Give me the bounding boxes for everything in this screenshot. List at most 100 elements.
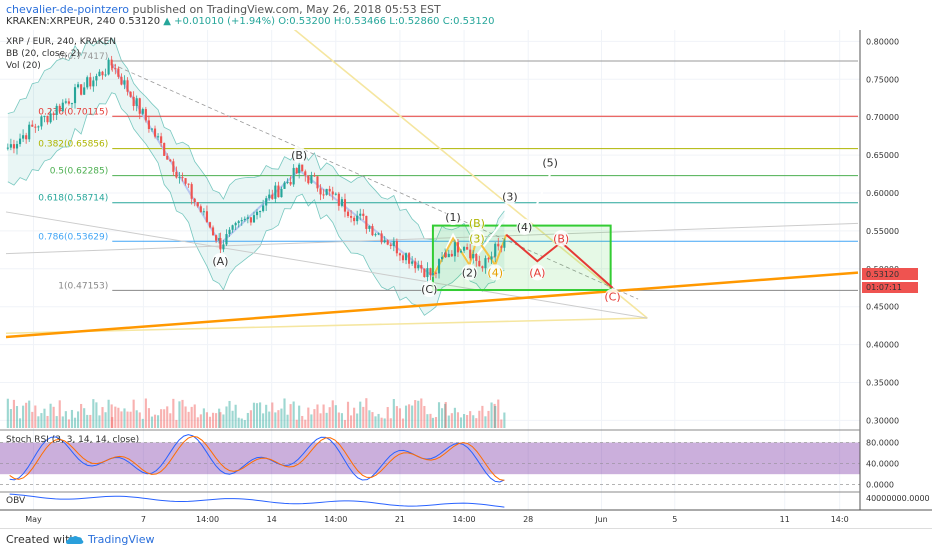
legend-obv: OBV <box>6 496 26 506</box>
wave-label: (C) <box>604 291 620 304</box>
candle-body <box>392 240 395 247</box>
candle-body <box>429 268 432 276</box>
candle-body <box>316 176 319 189</box>
time-tick-label: 14:0 <box>831 515 849 524</box>
volume-bar <box>208 416 212 428</box>
volume-bar <box>98 415 101 428</box>
candle-body <box>417 265 420 269</box>
candle-body <box>398 253 402 256</box>
volume-bar <box>240 418 243 428</box>
volume-bar <box>472 415 475 428</box>
volume-bar <box>193 404 196 428</box>
volume-bar <box>144 398 147 428</box>
candle-body <box>356 215 359 222</box>
candle-body <box>89 77 92 87</box>
wave-label-bg <box>529 264 546 281</box>
candle-body <box>469 249 472 259</box>
publisher-line: chevalier-de-pointzero published on Trad… <box>6 3 441 16</box>
candle-body <box>67 101 70 104</box>
volume-bar <box>58 400 61 428</box>
wave-label-bg <box>291 146 308 163</box>
candle-body <box>466 247 469 250</box>
ohlc-line: KRAKEN:XRPEUR, 240 0.53120 ▲ +0.01010 (+… <box>6 16 494 27</box>
candle-body <box>172 161 175 172</box>
price-chart[interactable]: 0(0.77417) 0.236(0.70115) 0.382(0.65856) 0.… <box>0 30 932 528</box>
candle-body <box>252 215 256 223</box>
volume-bar <box>456 412 460 428</box>
volume-bar <box>95 402 98 428</box>
last-price-tag: 0.53120 <box>862 268 918 280</box>
candle-body <box>494 243 497 257</box>
volume-bar <box>434 417 438 428</box>
candle-body <box>147 120 150 130</box>
volume-bar <box>231 410 234 428</box>
volume-bar <box>377 413 380 428</box>
candle-body <box>313 175 316 177</box>
high-value: H:0.53466 <box>333 16 387 27</box>
candle-body <box>340 199 343 206</box>
volume-bar <box>423 405 426 428</box>
candle-body <box>237 221 240 224</box>
candle-body <box>262 205 265 212</box>
candle-body <box>462 247 466 251</box>
time-tick-label: 14:00 <box>453 515 476 524</box>
candle-body <box>447 253 450 258</box>
volume-bar <box>243 419 246 428</box>
candle-body <box>310 175 313 184</box>
volume-bar <box>431 417 434 428</box>
volume-bar <box>497 399 500 428</box>
volume-bar <box>286 414 289 428</box>
candle-body <box>472 254 475 259</box>
volume-bar <box>274 412 277 428</box>
candle-body <box>135 98 138 107</box>
candle-body <box>500 246 503 248</box>
candle-body <box>208 222 212 228</box>
candle-body <box>395 240 398 254</box>
low-value: L:0.52860 <box>389 16 440 27</box>
volume-bar <box>447 415 450 428</box>
volume-bar <box>147 408 150 428</box>
price-tick-label: 0.45000 <box>866 303 899 312</box>
symbol-label: KRAKEN:XRPEUR, 240 <box>6 16 116 27</box>
wave-label-bg <box>461 264 478 281</box>
volume-bar <box>15 406 19 428</box>
volume-bar <box>117 407 120 428</box>
price-tick-label: 0.75000 <box>866 75 899 84</box>
fib-level-label: 0.236(0.70115) <box>38 107 108 117</box>
time-tick-label: 28 <box>523 515 533 524</box>
candle-body <box>219 238 222 250</box>
candle-body <box>374 234 377 236</box>
lower-wedge-line <box>5 317 648 335</box>
volume-bar <box>199 414 202 428</box>
close-value: C:0.53120 <box>442 16 495 27</box>
volume-bar <box>462 414 466 428</box>
wave-label: (2) <box>462 266 478 279</box>
volume-bar <box>25 402 28 428</box>
tradingview-brand-link[interactable]: TradingView <box>88 533 155 546</box>
candle-body <box>144 109 147 121</box>
volume-bar <box>359 401 362 428</box>
candle-body <box>61 102 64 112</box>
volume-bar <box>202 408 205 428</box>
candle-body <box>431 272 434 276</box>
price-tick-label: 0.60000 <box>866 189 899 198</box>
candle-body <box>350 216 353 218</box>
volume-bar <box>255 403 259 428</box>
volume-bar <box>500 419 503 428</box>
candle-body <box>132 96 135 107</box>
wave-label-bg <box>468 215 485 232</box>
candle-body <box>497 243 500 247</box>
candle-body <box>359 213 362 216</box>
volume-bar <box>374 416 377 428</box>
volume-bar <box>141 418 144 428</box>
candle-body <box>160 136 163 144</box>
candle-body <box>401 255 405 261</box>
candle-body <box>138 98 141 114</box>
candle-body <box>153 128 157 137</box>
volume-bar <box>441 408 444 428</box>
volume-bar <box>28 400 31 428</box>
wave-label: (4) <box>517 221 533 234</box>
volume-bar <box>160 409 163 428</box>
publisher-name[interactable]: chevalier-de-pointzero <box>6 3 130 16</box>
candle-body <box>362 213 365 216</box>
